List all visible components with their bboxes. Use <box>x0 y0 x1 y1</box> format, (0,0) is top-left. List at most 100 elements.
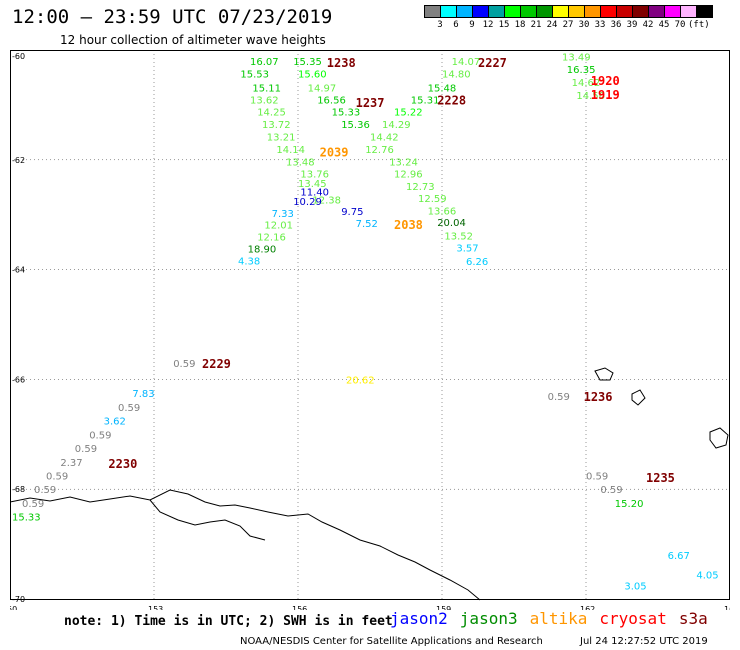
wave-height-label: 0.59 <box>75 444 97 455</box>
legend-swatch <box>440 5 457 18</box>
footer-timestamp: Jul 24 12:27:52 UTC 2019 <box>580 636 708 647</box>
map-frame <box>10 50 730 600</box>
wave-height-label: 15.60 <box>298 70 327 81</box>
legend-labels: 3 6 9 12 15 18 21 24 27 30 33 36 39 42 45 70 (ft) <box>424 20 712 30</box>
antarctic-coast <box>10 489 481 601</box>
legend-label: 33 <box>594 20 606 30</box>
legend-swatch <box>696 5 713 18</box>
mission-label: jason2 <box>390 609 448 628</box>
legend-label: 70 <box>674 20 686 30</box>
wave-height-label: 4.05 <box>696 570 718 581</box>
lat-tick-label: -66 <box>12 375 25 384</box>
pass-time-label: 2230 <box>108 457 137 471</box>
wave-height-label: 6.67 <box>668 551 690 562</box>
legend-swatch <box>536 5 553 18</box>
legend-swatch <box>456 5 473 18</box>
page-subtitle: 12 hour collection of altimeter wave hei… <box>60 33 326 47</box>
island-3 <box>709 427 729 449</box>
wave-height-label: 13.76 <box>300 170 329 181</box>
wave-height-label: 14.25 <box>257 107 286 118</box>
wave-height-label: 18.90 <box>248 245 277 256</box>
legend-label: (ft) <box>688 20 710 30</box>
wave-height-label: 0.59 <box>22 499 44 510</box>
legend-label: 42 <box>642 20 654 30</box>
legend-swatch <box>664 5 681 18</box>
wave-height-label: 3.05 <box>624 581 646 592</box>
wave-height-label: 0.59 <box>46 471 68 482</box>
coastline <box>10 367 729 601</box>
legend-label: 27 <box>562 20 574 30</box>
lat-tick-label: -60 <box>12 52 25 61</box>
wave-height-label: 3.62 <box>104 417 126 428</box>
wave-height-label: 15.48 <box>428 83 457 94</box>
wave-height-label: 20.04 <box>437 218 466 229</box>
legend-swatch <box>680 5 697 18</box>
wave-height-label: 13.48 <box>286 157 315 168</box>
page-title: 12:00 – 23:59 UTC 07/23/2019 <box>12 6 333 28</box>
wave-height-label: 15.35 <box>293 57 322 68</box>
legend-swatch <box>568 5 585 18</box>
lat-tick-label: -70 <box>12 595 25 604</box>
legend-label: 45 <box>658 20 670 30</box>
wave-height-label: 14.56 <box>576 91 605 102</box>
wave-height-label: 15.36 <box>341 120 370 131</box>
legend-swatch <box>600 5 617 18</box>
legend-label: 36 <box>610 20 622 30</box>
wave-height-label: 13.24 <box>389 157 418 168</box>
lon-tick-label: 156 <box>292 605 307 610</box>
coast-inlet <box>149 499 266 541</box>
wave-height-label: 14.14 <box>276 145 305 156</box>
legend-label: 39 <box>626 20 638 30</box>
legend-swatch <box>488 5 505 18</box>
lon-tick-label: 159 <box>436 605 451 610</box>
axis-tick-labels: 150 153 156 159 162 165 -60 -62 -64 -66 -68 -70 <box>10 52 730 610</box>
mission-label: s3a <box>678 609 708 628</box>
wave-height-label: 15.33 <box>12 513 41 524</box>
legend-label: 3 <box>437 20 443 30</box>
mission-label: cryosat <box>599 609 667 628</box>
legend-swatch <box>504 5 521 18</box>
wave-height-label: 0.59 <box>34 485 56 496</box>
wave-height-label: 0.59 <box>173 359 195 370</box>
wave-height-label: 4.38 <box>238 256 260 267</box>
wave-height-label: 12.76 <box>365 145 394 156</box>
wave-height-label: 6.26 <box>466 257 488 268</box>
pass-time-label: 2038 <box>394 218 423 232</box>
legend-label: 18 <box>514 20 526 30</box>
wave-height-label: 13.66 <box>428 206 457 217</box>
wave-height-label: 7.52 <box>356 219 378 230</box>
mission-label: jason3 <box>459 609 518 628</box>
wave-height-label: 10.29 <box>293 197 322 208</box>
pass-time-label: 2228 <box>437 93 466 107</box>
mission-label: altika <box>529 609 588 628</box>
legend-swatch <box>648 5 665 18</box>
wave-height-label: 0.59 <box>118 403 140 414</box>
wave-height-label: 7.33 <box>272 209 294 220</box>
wave-height-label: 14.29 <box>382 120 411 131</box>
island-2 <box>631 389 646 406</box>
lat-tick-label: -62 <box>12 156 25 165</box>
wave-height-label: 15.31 <box>411 95 440 106</box>
footer-credit: NOAA/NESDIS Center for Satellite Applica… <box>240 636 543 647</box>
pass-time-label: 1919 <box>591 88 620 102</box>
island-1 <box>594 367 614 381</box>
wave-height-label: 14.62 <box>572 78 601 89</box>
lon-tick-label: 150 <box>10 605 17 610</box>
wave-height-label: 13.21 <box>267 133 296 144</box>
wave-height-label: 14.42 <box>370 133 399 144</box>
legend-label: 12 <box>482 20 494 30</box>
wave-height-label: 3.57 <box>456 244 478 255</box>
wave-height-label: 0.59 <box>548 392 570 403</box>
wave-height-label: 15.11 <box>252 83 281 94</box>
wave-height-label: 13.52 <box>444 232 473 243</box>
wave-height-label: 15.33 <box>332 107 361 118</box>
wave-height-label: 0.59 <box>586 471 608 482</box>
pass-time-label: 2227 <box>478 56 507 70</box>
legend-label: 21 <box>530 20 542 30</box>
legend-label-spacer <box>424 20 432 30</box>
wave-height-label: 20.62 <box>346 375 375 386</box>
wave-height-label: 7.83 <box>132 389 154 400</box>
wave-height-label: 14.80 <box>442 70 471 81</box>
legend-label: 24 <box>546 20 558 30</box>
